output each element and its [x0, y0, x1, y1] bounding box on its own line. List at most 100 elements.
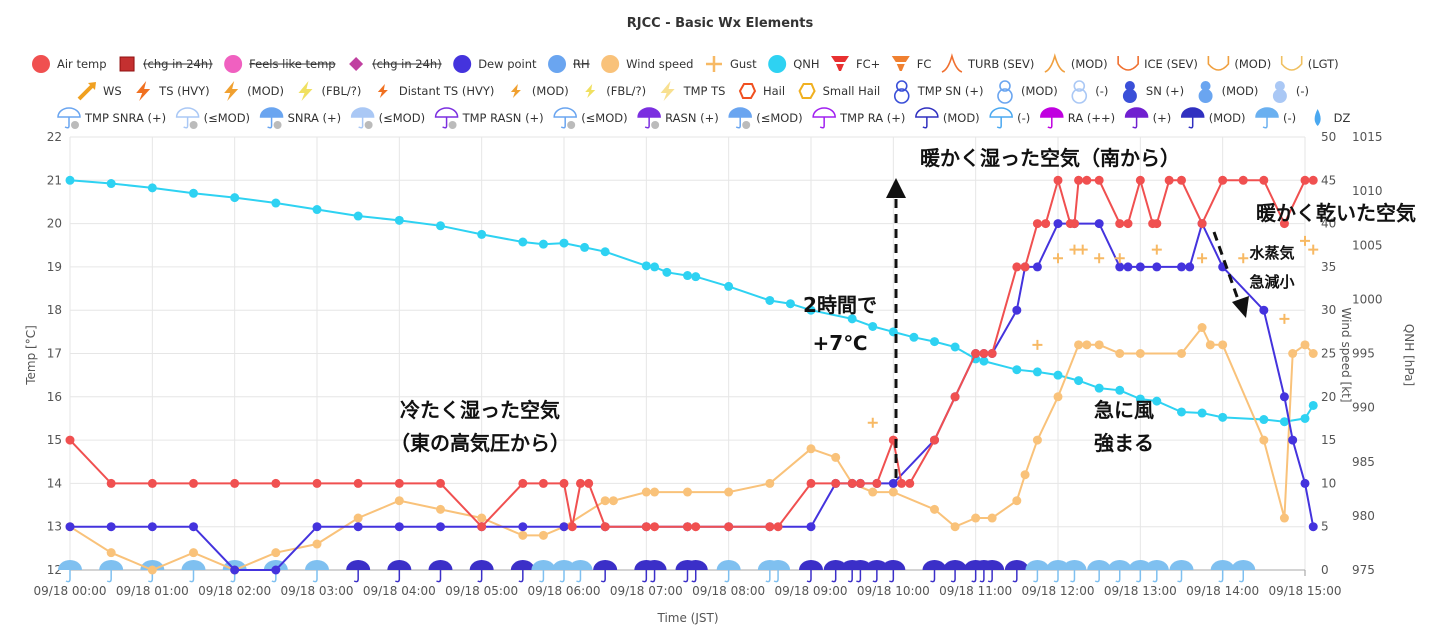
legend-item[interactable]: (≤MOD)	[350, 107, 425, 129]
data-point	[312, 478, 322, 488]
umb-icon	[915, 107, 939, 129]
data-point	[1135, 175, 1145, 185]
y-tick-qnh: 980	[1352, 509, 1375, 523]
umbrella-icon	[58, 560, 82, 583]
gust-point	[1094, 253, 1105, 264]
legend-label: DZ	[1334, 111, 1351, 125]
legend-item[interactable]: (MOD)	[1180, 107, 1246, 129]
data-point	[847, 314, 857, 324]
legend-item[interactable]: QNH	[768, 55, 820, 73]
data-point	[691, 522, 701, 532]
y-tick-temp: 21	[47, 173, 62, 187]
data-point	[765, 478, 775, 488]
legend-label: Small Hail	[823, 84, 881, 98]
data-point	[1115, 385, 1125, 395]
legend-item[interactable]: TS (HVY)	[136, 81, 210, 101]
legend-item[interactable]: Feels like temp	[224, 55, 336, 73]
legend-item[interactable]: TMP RA (+)	[812, 107, 905, 129]
y-tick-qnh: 975	[1352, 563, 1375, 577]
legend-item[interactable]: (MOD)	[510, 84, 569, 98]
y-tick-temp: 19	[47, 260, 62, 274]
data-point	[394, 215, 404, 225]
legend-item[interactable]: SN (+)	[1122, 81, 1184, 103]
legend-item[interactable]: (chg in 24h)	[349, 57, 442, 71]
legend-item[interactable]: (chg in 24h)	[119, 56, 213, 72]
legend-label: (≤MOD)	[204, 111, 250, 125]
chart-grid	[69, 136, 1306, 571]
legend-item[interactable]: RASN (+)	[637, 107, 719, 129]
legend-item[interactable]: Air temp	[32, 55, 107, 73]
legend-item[interactable]: TMP SNRA (+)	[57, 107, 166, 129]
data-point	[1279, 513, 1289, 523]
legend-item[interactable]: (≤MOD)	[553, 107, 628, 129]
legend-item[interactable]: FC	[891, 56, 932, 71]
legend-label: (LGT)	[1308, 57, 1339, 71]
legend-item[interactable]: (-)	[1071, 80, 1108, 104]
gust-point	[1032, 339, 1043, 350]
legend-item[interactable]: (LGT)	[1280, 56, 1339, 71]
data-point	[65, 175, 75, 185]
legend-item[interactable]: Distant TS (HVY)	[377, 84, 495, 98]
legend-item[interactable]: TMP RASN (+)	[434, 107, 544, 129]
legend-item[interactable]: (MOD)	[224, 81, 284, 101]
umbrella-icon	[387, 560, 412, 583]
legend-item[interactable]: (MOD)	[1044, 53, 1108, 73]
umbsn-icon	[175, 107, 200, 129]
data-point	[559, 522, 569, 532]
data-point	[312, 205, 322, 215]
square-icon	[119, 56, 135, 72]
data-point	[1218, 340, 1228, 350]
umbrella-icon	[683, 560, 708, 583]
legend-item[interactable]: TMP SN (+)	[893, 80, 984, 104]
data-point	[271, 565, 281, 575]
legend-item[interactable]: RH	[548, 55, 590, 73]
legend-item[interactable]: Dew point	[453, 55, 537, 73]
legend-item[interactable]: (≤MOD)	[175, 107, 250, 129]
tornado-icon	[831, 56, 849, 71]
y-axis-label-wind: Wind speed [kt]	[1339, 307, 1353, 402]
legend-item[interactable]: (MOD)	[915, 107, 980, 129]
legend-item[interactable]: Small Hail	[798, 83, 881, 99]
legend-item[interactable]: (≤MOD)	[728, 107, 803, 129]
legend-item[interactable]: (FBL/?)	[298, 81, 361, 101]
umbrella-icon	[568, 560, 593, 583]
legend-item[interactable]: (MOD)	[1198, 81, 1259, 103]
umbrella-icon	[1210, 560, 1235, 583]
legend-item[interactable]: (-)	[989, 107, 1030, 129]
data-point	[1197, 323, 1207, 333]
plot-area	[65, 175, 1319, 575]
legend-label: SNRA (+)	[288, 111, 342, 125]
data-point	[1074, 340, 1084, 350]
legend-item[interactable]: TURB (SEV)	[941, 53, 1034, 73]
legend-item[interactable]: RA (++)	[1040, 107, 1115, 129]
legend-item[interactable]: ICE (SEV)	[1117, 56, 1198, 71]
snowman-icon	[893, 80, 910, 104]
y-tick-temp: 13	[47, 520, 62, 534]
legend-item[interactable]: Gust	[705, 56, 757, 72]
legend-item[interactable]: SNRA (+)	[259, 107, 342, 129]
legend-label: RA (++)	[1068, 111, 1115, 125]
legend-item[interactable]: (-)	[1272, 81, 1309, 103]
data-point	[662, 267, 672, 277]
data-point	[1308, 522, 1318, 532]
legend-item[interactable]: DZ	[1314, 109, 1351, 126]
legend-item[interactable]: (+)	[1124, 107, 1172, 129]
legend-item[interactable]: (FBL/?)	[585, 84, 646, 98]
legend-item[interactable]: TMP TS	[660, 81, 726, 101]
legend-item[interactable]: FC+	[831, 56, 880, 71]
data-point	[271, 198, 281, 208]
umbrella-icon	[1087, 560, 1112, 583]
legend-item[interactable]: Hail	[738, 83, 785, 99]
legend-item[interactable]: Wind speed	[601, 55, 693, 73]
data-point	[1069, 219, 1079, 229]
data-point	[930, 435, 939, 445]
legend-item[interactable]: WS	[77, 82, 122, 101]
y-tick-wind: 20	[1321, 390, 1336, 404]
legend-item[interactable]: (-)	[1255, 107, 1296, 129]
y-tick-wind: 15	[1321, 433, 1336, 447]
legend-item[interactable]: (MOD)	[1207, 56, 1271, 71]
smallbolt-icon	[377, 84, 388, 98]
legend-item[interactable]: (MOD)	[997, 80, 1058, 104]
y-tick-qnh: 1005	[1352, 238, 1383, 252]
umbrella-icon	[1107, 560, 1132, 583]
